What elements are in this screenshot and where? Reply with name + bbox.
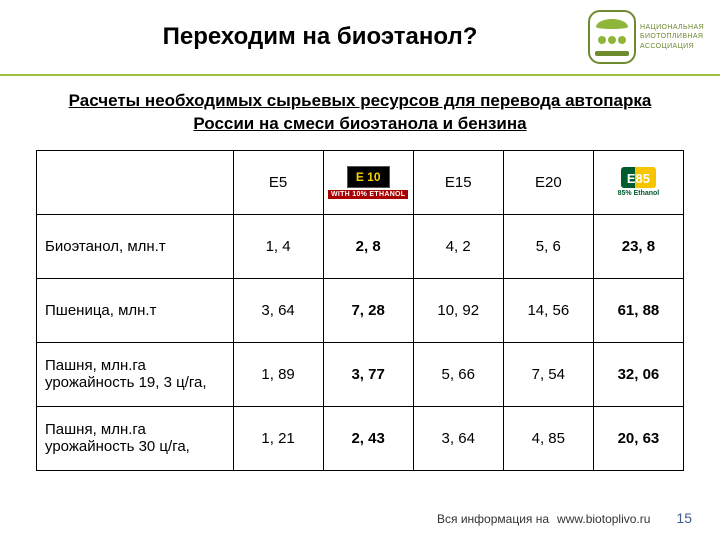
col-header-4: E8585% Ethanol (593, 150, 683, 214)
col-header-0: Е5 (233, 150, 323, 214)
cell: 2, 8 (323, 214, 413, 278)
content-area: Расчеты необходимых сырьевых ресурсов дл… (0, 76, 720, 471)
table-row: Биоэтанол, млн.т1, 42, 84, 25, 623, 8 (37, 214, 684, 278)
cell: 2, 43 (323, 406, 413, 470)
col-header-1: E 10WITH 10% ETHANOL (323, 150, 413, 214)
col-header-3: Е20 (503, 150, 593, 214)
cell: 3, 77 (323, 342, 413, 406)
logo-icon (588, 10, 636, 64)
cell: 3, 64 (413, 406, 503, 470)
row-label: Пшеница, млн.т (37, 278, 234, 342)
cell: 1, 4 (233, 214, 323, 278)
cell: 4, 2 (413, 214, 503, 278)
row-label: Биоэтанол, млн.т (37, 214, 234, 278)
e85-badge: E8585% Ethanol (618, 167, 660, 197)
logo-text: Национальная Биотопливная Ассоциация (640, 23, 704, 50)
cell: 7, 28 (323, 278, 413, 342)
cell: 5, 66 (413, 342, 503, 406)
cell: 32, 06 (593, 342, 683, 406)
table-row: Пашня, млн.гаурожайность 30 ц/га,1, 212,… (37, 406, 684, 470)
col-header-2: Е15 (413, 150, 503, 214)
table-header-row: Е5E 10WITH 10% ETHANOLЕ15Е20 E8585% Ethan… (37, 150, 684, 214)
cell: 7, 54 (503, 342, 593, 406)
cell: 14, 56 (503, 278, 593, 342)
footer: Вся информация на www.biotoplivo.ru 15 (437, 510, 692, 526)
cell: 3, 64 (233, 278, 323, 342)
row-label: Пашня, млн.гаурожайность 30 ц/га, (37, 406, 234, 470)
subtitle: Расчеты необходимых сырьевых ресурсов дл… (36, 90, 684, 136)
cell: 10, 92 (413, 278, 503, 342)
table-row: Пшеница, млн.т3, 647, 2810, 9214, 5661, … (37, 278, 684, 342)
cell: 4, 85 (503, 406, 593, 470)
cell: 61, 88 (593, 278, 683, 342)
header-bar: Переходим на биоэтанол? Национальная Био… (0, 0, 720, 76)
resources-table: Е5E 10WITH 10% ETHANOLЕ15Е20 E8585% Ethan… (36, 150, 684, 471)
corner-cell (37, 150, 234, 214)
footer-caption: Вся информация на (437, 512, 549, 526)
page-number: 15 (676, 510, 692, 526)
brand-logo: Национальная Биотопливная Ассоциация (588, 6, 708, 68)
row-label: Пашня, млн.гаурожайность 19, 3 ц/га, (37, 342, 234, 406)
cell: 5, 6 (503, 214, 593, 278)
cell: 20, 63 (593, 406, 683, 470)
footer-link[interactable]: www.biotoplivo.ru (557, 512, 650, 526)
cell: 1, 89 (233, 342, 323, 406)
e10-badge: E 10WITH 10% ETHANOL (328, 166, 408, 199)
cell: 1, 21 (233, 406, 323, 470)
table-row: Пашня, млн.гаурожайность 19, 3 ц/га,1, 8… (37, 342, 684, 406)
cell: 23, 8 (593, 214, 683, 278)
